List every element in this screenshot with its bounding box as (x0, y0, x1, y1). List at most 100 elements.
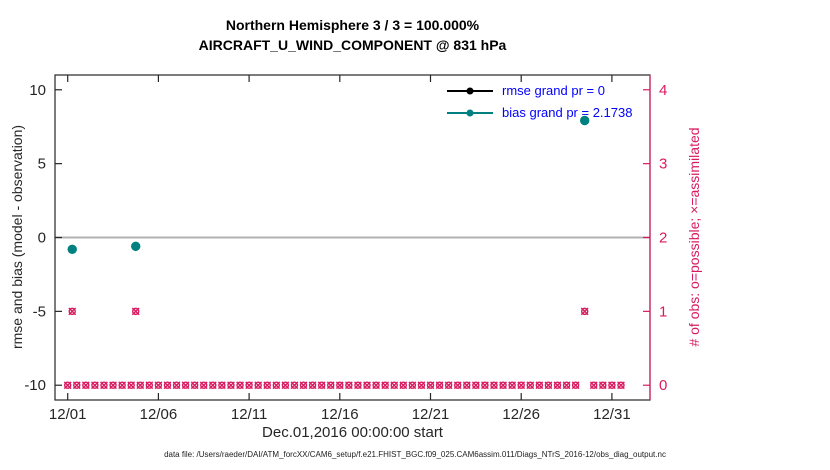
obs-possible-marker (327, 381, 335, 389)
obs-assimilated-marker (68, 307, 77, 316)
obs-assimilated-marker (608, 381, 616, 390)
obs-possible-marker (236, 381, 244, 389)
obs-possible-marker (181, 381, 190, 389)
obs-possible-marker (172, 381, 181, 389)
obs-possible-marker (526, 381, 534, 389)
obs-possible-marker (472, 381, 480, 389)
y-tick-label-right: 1 (659, 303, 667, 320)
obs-possible-marker (209, 381, 217, 389)
y-tick-label-left: -10 (24, 377, 46, 394)
obs-assimilated-marker (91, 381, 99, 390)
x-tick-label: 12/11 (231, 406, 267, 423)
obs-possible-marker (481, 381, 489, 389)
obs-possible-marker (272, 381, 281, 389)
obs-possible-marker (580, 307, 589, 316)
y-tick-label-left: 10 (29, 82, 46, 99)
obs-assimilated-marker (63, 381, 72, 390)
legend-item-rmse: rmse grand pr = 0 (447, 83, 632, 98)
y-tick-label-left: -5 (33, 303, 46, 320)
obs-assimilated-marker (326, 381, 335, 390)
obs-possible-marker (571, 381, 580, 389)
obs-possible-marker (190, 381, 199, 389)
obs-possible-marker (435, 381, 444, 389)
legend-label-rmse: rmse grand pr = 0 (502, 83, 605, 98)
obs-possible-marker (254, 381, 262, 389)
obs-assimilated-marker (372, 381, 380, 390)
obs-possible-marker (118, 381, 126, 389)
obs-assimilated-marker (481, 381, 489, 390)
x-tick-label: 12/06 (140, 406, 178, 423)
obs-assimilated-marker (589, 381, 598, 390)
obs-assimilated-marker (562, 381, 571, 390)
obs-assimilated-marker (154, 381, 163, 390)
bias-point (131, 241, 141, 252)
obs-possible-marker (127, 381, 135, 389)
obs-assimilated-marker (299, 381, 308, 390)
obs-possible-marker (218, 381, 226, 389)
obs-possible-marker (82, 381, 90, 389)
obs-assimilated-marker (227, 381, 235, 390)
obs-assimilated-marker (118, 381, 127, 390)
obs-possible-marker (145, 381, 154, 389)
obs-possible-marker (68, 307, 76, 316)
obs-possible-marker (390, 381, 398, 389)
obs-assimilated-marker (109, 381, 117, 390)
obs-possible-marker (290, 381, 299, 389)
obs-possible-marker (381, 381, 389, 389)
legend-label-bias: bias grand pr = 2.1738 (502, 105, 633, 120)
obs-possible-marker (345, 381, 353, 389)
obs-possible-marker (354, 381, 362, 389)
obs-possible-marker (154, 381, 163, 389)
rmse-line-swatch (447, 87, 493, 94)
obs-assimilated-marker (290, 381, 299, 390)
x-tick-label: 12/21 (412, 406, 450, 423)
obs-assimilated-marker (181, 381, 190, 390)
obs-assimilated-marker (335, 381, 344, 390)
obs-assimilated-marker (254, 381, 263, 390)
y-tick-label-right: 0 (659, 377, 667, 394)
obs-assimilated-marker (399, 381, 408, 390)
obs-possible-marker (281, 381, 290, 389)
obs-possible-marker (317, 381, 326, 389)
obs-possible-marker (444, 381, 453, 389)
plot-subtitle: AIRCRAFT_U_WIND_COMPONENT @ 831 hPa (198, 37, 507, 53)
obs-assimilated-marker (163, 381, 172, 390)
obs-assimilated-marker (535, 381, 544, 390)
bias-point (579, 115, 590, 126)
obs-possible-marker (617, 381, 625, 389)
obs-possible-marker (100, 381, 108, 389)
y-tick-label-right: 3 (659, 156, 667, 173)
bias-point (67, 244, 77, 255)
obs-possible-marker (426, 381, 435, 389)
obs-assimilated-marker (72, 381, 81, 390)
obs-possible-marker (544, 381, 553, 389)
obs-assimilated-marker (354, 381, 362, 390)
obs-assimilated-marker (499, 381, 507, 390)
plot-title: Northern Hemisphere 3 / 3 = 100.000% (225, 17, 480, 33)
bias-marker-dot (466, 109, 474, 116)
obs-assimilated-marker (145, 381, 154, 390)
left-y-axis-label: rmse and bias (model - observation) (9, 124, 25, 350)
obs-possible-marker (363, 381, 371, 389)
obs-possible-marker (535, 381, 544, 389)
obs-assimilated-marker (517, 381, 526, 390)
obs-assimilated-marker (208, 381, 217, 390)
y-tick-label-right: 4 (659, 82, 667, 99)
y-tick-label-left: 5 (38, 156, 46, 173)
obs-possible-marker (463, 381, 471, 389)
obs-possible-marker (590, 381, 598, 389)
obs-possible-marker (608, 381, 616, 389)
obs-possible-marker (508, 381, 516, 389)
obs-assimilated-marker (462, 381, 471, 390)
obs-assimilated-marker (471, 381, 480, 390)
obs-assimilated-marker (131, 307, 140, 316)
obs-possible-marker (408, 381, 417, 389)
obs-possible-marker (562, 381, 571, 389)
obs-assimilated-marker (435, 381, 444, 390)
obs-possible-marker (299, 381, 308, 389)
obs-possible-marker (200, 381, 208, 389)
obs-assimilated-marker (245, 381, 253, 390)
obs-possible-marker (553, 381, 562, 389)
y-tick-label-left: 0 (38, 230, 46, 247)
